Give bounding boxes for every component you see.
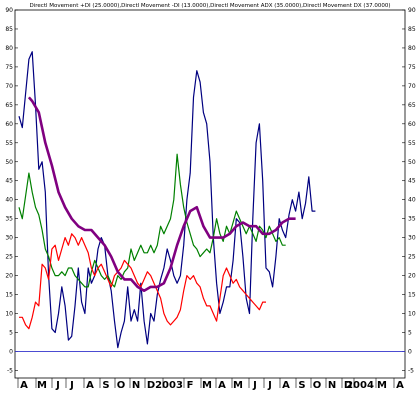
y-tick-label-left: 15 [5,292,13,299]
y-tick-label-left: 60 [5,121,13,128]
x-tick-label: F [187,380,194,391]
y-tick-label-left: 55 [5,140,13,147]
y-tick-label-right: 90 [408,7,416,14]
x-tick-label: M [377,380,387,391]
y-tick-label-right: 40 [408,197,416,204]
chart-title: Directl Movement +DI (25.0000),Directl M… [30,3,391,9]
x-tick-label: D [147,380,155,391]
y-tick-label-right: 60 [408,121,416,128]
y-tick-label-left: 75 [5,64,13,71]
x-tick-label: N [132,380,140,391]
y-tick-label-right: 5 [408,329,412,336]
y-tick-label-right: 80 [408,45,416,52]
y-tick-label-left: 20 [5,273,13,280]
x-tick-label: J [252,380,257,391]
y-tick-label-left: 35 [5,216,13,223]
x-tick-label: M [233,380,243,391]
x-tick-label: 2004 [346,380,374,391]
y-tick-label-right: 55 [408,140,416,147]
y-tick-label-right: 50 [408,159,416,166]
y-tick-label-right: 30 [408,235,416,242]
x-tick-label: S [102,380,109,391]
x-tick-label: A [86,380,94,391]
y-tick-label-right: 85 [408,26,416,33]
x-tick-label: D [344,380,352,391]
x-tick-label: A [218,380,226,391]
x-tick-label: A [20,380,28,391]
y-tick-label-left: 45 [5,178,13,185]
y-tick-label-right: 0 [408,348,412,355]
x-tick-label: J [69,380,74,391]
x-tick-label: A [282,380,290,391]
series-line-0 [18,51,316,349]
y-tick-label-left: 10 [5,311,13,318]
series-line-3 [27,96,296,293]
x-tick-label: 2003 [155,380,183,391]
y-tick-label-right: 65 [408,102,416,109]
y-tick-label-left: 50 [5,159,13,166]
y-tick-label-right: 70 [408,83,416,90]
x-tick-label: A [396,380,404,391]
y-tick-label-left: 90 [5,7,13,14]
y-tick-label-left: 5 [9,329,13,336]
x-tick-label: O [117,380,126,391]
y-tick-label-right: -5 [408,367,414,374]
y-tick-label-right: 10 [408,311,416,318]
y-tick-label-right: 35 [408,216,416,223]
x-tick-label: J [267,380,272,391]
series-line-2 [19,233,266,330]
y-tick-label-left: 80 [5,45,13,52]
y-tick-label-left: -5 [7,367,13,374]
y-tick-label-left: 65 [5,102,13,109]
y-tick-label-left: 70 [5,83,13,90]
y-tick-label-left: 30 [5,235,13,242]
x-tick-label: O [313,380,322,391]
x-tick-label: M [37,380,47,391]
x-tick-label: J [55,380,60,391]
y-tick-label-right: 15 [408,292,416,299]
y-tick-label-right: 45 [408,178,416,185]
plot-frame [14,9,406,379]
x-tick-label: N [328,380,336,391]
y-tick-label-left: 0 [9,348,13,355]
y-tick-label-left: 25 [5,254,13,261]
y-tick-label-left: 40 [5,197,13,204]
y-tick-label-right: 75 [408,64,416,71]
y-tick-label-right: 20 [408,273,416,280]
y-tick-label-left: 85 [5,26,13,33]
x-tick-label: M [202,380,212,391]
x-tick-label: S [298,380,305,391]
y-tick-label-right: 25 [408,254,416,261]
